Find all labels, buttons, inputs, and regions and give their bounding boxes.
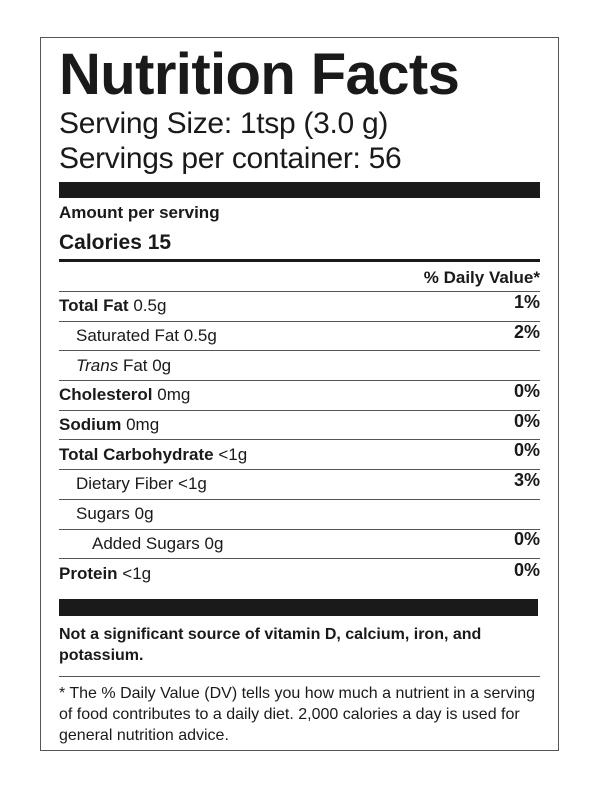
nutrient-amount: 0.5g [183,326,217,346]
nutrient-amount: 0g [204,533,224,553]
nutrient-amount: <1g [218,444,248,464]
calories: Calories 15 [59,231,172,254]
nutrient-name: Protein [59,564,118,584]
nutrient-name: Sugars [76,504,130,524]
nutrient-row-protein: Protein <1g 0% [59,559,540,589]
nutrient-dv: 0% [513,410,540,431]
serving-size: Serving Size: 1tsp (3.0 g) [59,107,389,140]
daily-value-footnote: * The % Daily Value (DV) tells you how m… [59,685,536,744]
nutrient-dv: 2% [513,321,540,342]
nutrient-name: Sodium [59,415,122,435]
nutrient-dv: 0% [513,440,540,461]
nutrient-row-saturated-fat: Saturated Fat 0.5g 2% [59,322,540,352]
nutrient-name: Trans [76,355,119,375]
nutrient-name: Added Sugars [92,533,200,553]
nutrient-amount: 0g [134,504,154,524]
nutrient-name: Saturated Fat [76,326,180,346]
nutrition-facts-label: Nutrition Facts Serving Size: 1tsp (3.0 … [40,37,559,751]
daily-value-header: % Daily Value* [423,268,540,287]
thick-divider [59,599,538,616]
nutrient-row-total-carbohydrate: Total Carbohydrate <1g 0% [59,440,540,471]
nutrient-dv: 0% [513,380,540,401]
nutrient-dv: 1% [513,291,540,312]
not-significant-note: Not a significant source of vitamin D, c… [59,626,482,664]
nutrient-row-cholesterol: Cholesterol 0mg 0% [59,381,540,411]
nutrient-dv: 0% [513,559,540,580]
label-title: Nutrition Facts [59,42,460,107]
nutrient-table: Total Fat 0.5g 1% Saturated Fat 0.5g 2% Tr… [59,291,540,589]
nutrient-row-sodium: Sodium 0mg 0% [59,411,540,441]
nutrient-amount: 0mg [157,385,191,405]
nutrient-row-sugars: Sugars 0g [59,500,540,530]
nutrient-row-trans-fat: Trans Fat 0g [59,351,540,382]
nutrient-row-total-fat: Total Fat 0.5g 1% [59,292,540,322]
nutrient-dv: 3% [513,469,540,490]
thick-divider [59,182,540,198]
nutrient-dv: 0% [513,529,540,550]
nutrient-name: Total Fat [59,296,129,316]
nutrient-name: Dietary Fiber [76,474,174,494]
nutrient-name: Cholesterol [59,385,153,405]
nutrient-name: Total Carbohydrate [59,444,214,464]
thin-divider [59,676,540,677]
servings-per-container: Servings per container: 56 [59,142,402,175]
amount-per-serving: Amount per serving [59,203,220,222]
nutrient-amount: 0mg [126,415,160,435]
medium-divider [59,259,540,262]
nutrient-row-added-sugars: Added Sugars 0g 0% [59,529,540,560]
nutrient-amount: 0.5g [133,296,167,316]
nutrient-amount: <1g [178,474,207,494]
nutrient-amount: Fat 0g [122,355,172,375]
nutrient-row-dietary-fiber: Dietary Fiber <1g 3% [59,470,540,500]
nutrient-amount: <1g [122,564,152,584]
